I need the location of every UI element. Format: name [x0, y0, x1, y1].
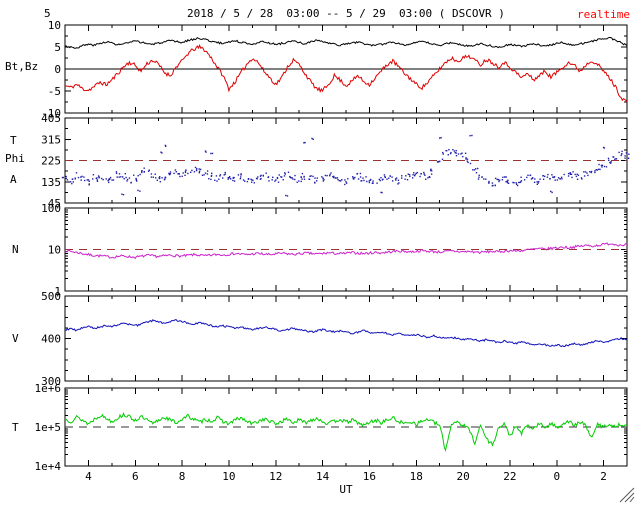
resize-grip-icon[interactable]	[619, 487, 635, 503]
axis-label-a: A	[10, 173, 17, 186]
x-tick-label: 2	[600, 470, 607, 483]
plot-title: 2018 / 5 / 28 03:00 -- 5 / 29 03:00 ( DS…	[187, 7, 505, 20]
series-Bz	[64, 43, 628, 103]
scatter-series-Phi	[61, 134, 630, 197]
panel-box-speed	[64, 295, 628, 382]
axis-label-theta: T	[10, 134, 17, 147]
y-tick-label: 1e+6	[35, 382, 62, 395]
x-tick-label: 0	[553, 470, 560, 483]
x-tick-label: 16	[363, 470, 376, 483]
orphan-tick-label: 5	[44, 7, 51, 20]
x-tick-label: 10	[222, 470, 235, 483]
axis-label-phi: Phi	[5, 152, 25, 165]
realtime-label: realtime	[577, 8, 630, 21]
y-tick-label: 300	[41, 375, 61, 388]
x-tick-label: 4	[85, 470, 92, 483]
y-tick-label: 10	[48, 19, 61, 32]
y-tick-label: 1	[54, 285, 61, 298]
x-tick-label: 14	[316, 470, 330, 483]
series-Bt	[64, 36, 628, 49]
y-tick-label: 405	[41, 112, 61, 125]
y-tick-label: 225	[41, 155, 61, 168]
y-tick-label: 100	[41, 202, 61, 215]
x-tick-label: 18	[410, 470, 423, 483]
y-tick-label: 500	[41, 290, 61, 303]
y-tick-label: 135	[41, 176, 61, 189]
axis-label-btbz: Bt,Bz	[5, 60, 39, 73]
y-tick-label: 1e+4	[35, 460, 62, 473]
series-N	[64, 242, 628, 260]
y-tick-label: 45	[48, 197, 61, 210]
x-tick-label: 6	[132, 470, 139, 483]
y-tick-label: 0	[54, 63, 61, 76]
y-tick-label: -5	[48, 85, 61, 98]
x-axis-title: UT	[339, 483, 353, 496]
axis-label-n: N	[12, 243, 19, 256]
x-tick-label: 22	[503, 470, 516, 483]
y-tick-label: 400	[41, 333, 61, 346]
y-tick-label: 10	[48, 244, 61, 257]
axis-label-v: V	[12, 332, 19, 345]
series-V	[64, 319, 628, 348]
x-tick-label: 12	[269, 470, 282, 483]
y-tick-label: 5	[54, 41, 61, 54]
y-tick-label: -10	[41, 107, 61, 120]
x-tick-label: 8	[179, 470, 186, 483]
series-T	[64, 412, 628, 453]
y-tick-label: 1e+5	[35, 421, 62, 434]
x-tick-label: 20	[456, 470, 469, 483]
y-tick-label: 315	[41, 133, 61, 146]
axis-label-temp: T	[12, 421, 19, 434]
